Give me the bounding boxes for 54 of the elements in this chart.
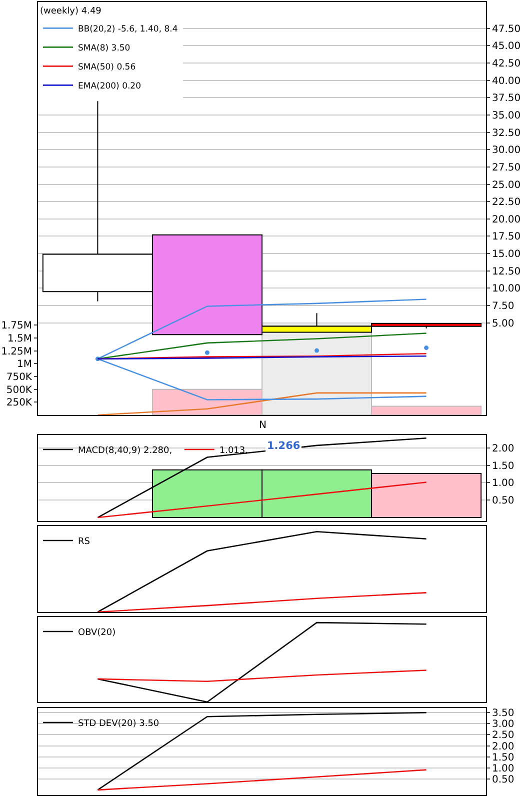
legend-label: SMA(50) 0.56 [78, 62, 136, 73]
y-tick-label: 7.50 [492, 301, 514, 312]
y2-tick-label: 1M [17, 359, 32, 370]
y-tick-label: 47.50 [492, 24, 521, 35]
legend-label: BB(20,2) -5.6, 1.40, 8.4 [78, 24, 178, 35]
y-tick-label: 1.00 [492, 478, 514, 490]
y-tick-label: 3.50 [492, 708, 514, 720]
point [424, 346, 429, 350]
y-tick-label: 12.50 [492, 266, 521, 278]
y-tick-label: 2.00 [492, 443, 514, 454]
y-tick-label: 3.00 [492, 719, 514, 730]
legend-label: 1.013, [219, 446, 248, 456]
text: N [259, 420, 266, 431]
y-tick-label: 5.00 [492, 318, 514, 330]
y-tick-label: 20.00 [492, 214, 521, 226]
legend-label: EMA(200) 0.20 [78, 82, 142, 92]
point [204, 350, 210, 355]
legend-title: (weekly) 4.49 [40, 6, 102, 17]
y-tick-label: 1.00 [492, 763, 514, 774]
line-series [97, 769, 427, 791]
point [314, 348, 320, 353]
y-tick-label: 2.50 [492, 730, 514, 742]
y2-tick-label: 500K [6, 384, 32, 396]
line-series [97, 482, 427, 518]
y-tick-label: 30.00 [492, 145, 521, 156]
y-tick-label: 42.50 [492, 58, 521, 70]
legend-label: MACD(8,40,9) 2.280, [78, 446, 172, 456]
y-tick-label: 0.50 [492, 774, 514, 786]
y-tick-label: 10.00 [492, 284, 521, 295]
annotation: 1.266 [267, 440, 300, 452]
y-tick-label: 37.50 [492, 93, 521, 104]
legend-label: OBV(20) [78, 628, 116, 638]
y2-tick-label: 250K [6, 398, 32, 409]
y-tick-label: 17.50 [492, 232, 521, 243]
y-tick-label: 25.00 [492, 180, 521, 191]
y-tick-label: 32.50 [492, 128, 521, 139]
y-tick-label: 0.50 [492, 496, 514, 507]
y-tick-label: 35.00 [492, 110, 521, 122]
y2-tick-label: 750K [6, 372, 32, 384]
legend-label: RS [78, 537, 90, 548]
y-tick-label: 1.50 [492, 460, 514, 472]
y2-tick-label: 1.5M [7, 334, 32, 345]
y-tick-label: 40.00 [492, 76, 521, 87]
legend-label: STD DEV(20) 3.50 [78, 719, 160, 730]
y-tick-label: 15.00 [492, 249, 521, 260]
y-tick-label: 27.50 [492, 162, 521, 174]
y-tick-label: 45.00 [492, 41, 521, 52]
line-series [97, 712, 427, 791]
y2-tick-label: 1.25M [1, 346, 32, 358]
legend-label: SMA(8) 3.50 [78, 44, 130, 54]
y-tick-label: 2.00 [492, 741, 514, 752]
y-tick-label: 22.50 [492, 197, 521, 208]
y2-tick-label: 1.75M [1, 320, 32, 332]
y-tick-label: 1.50 [492, 752, 514, 764]
